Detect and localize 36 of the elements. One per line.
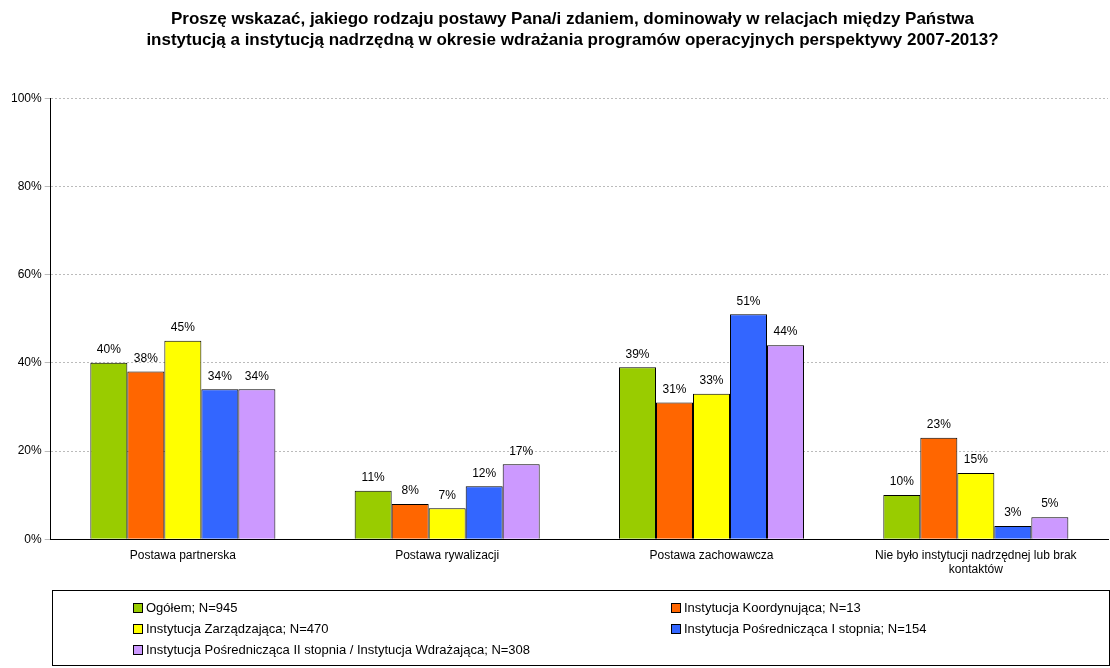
x-tick-label: Nie było instytucji nadrzędnej lub brak kontaktów xyxy=(875,547,1078,577)
data-label: 33% xyxy=(699,372,724,387)
data-label: 5% xyxy=(1041,496,1059,511)
data-label: 51% xyxy=(736,293,761,308)
data-label: 17% xyxy=(509,443,534,458)
x-tick-label: Postawa partnerska xyxy=(129,547,237,562)
y-tick-label: 100% xyxy=(10,90,43,105)
data-label: 38% xyxy=(133,350,159,365)
x-tick-label: Postawa rywalizacji xyxy=(395,547,500,562)
data-label: 7% xyxy=(438,487,457,502)
legend-label: Ogółem; N=945 xyxy=(146,599,238,617)
y-tick-label: 60% xyxy=(17,266,43,281)
data-label: 15% xyxy=(963,452,989,467)
y-tick-label: 0% xyxy=(24,531,43,546)
data-label: 40% xyxy=(96,342,122,357)
x-tick-label: Postawa zachowawcza xyxy=(649,547,774,562)
y-tick-label: 80% xyxy=(17,178,43,193)
data-label: 34% xyxy=(244,368,270,383)
data-label: 23% xyxy=(926,417,952,432)
data-label: 34% xyxy=(207,368,233,383)
data-label: 8% xyxy=(401,483,420,498)
legend-label: Instytucja Zarządzająca; N=470 xyxy=(146,620,329,638)
y-tick-label: 40% xyxy=(17,355,43,370)
legend-label: Instytucja Pośrednicząca II stopnia / Instytucja Wdrażająca; N=308 xyxy=(146,641,531,659)
y-tick-label: 20% xyxy=(17,443,43,458)
data-label: 39% xyxy=(625,346,650,361)
data-label: 45% xyxy=(170,320,196,335)
data-label: 10% xyxy=(889,474,915,489)
data-label: 31% xyxy=(662,381,687,396)
data-label: 11% xyxy=(361,470,386,484)
data-label: 44% xyxy=(773,324,798,339)
data-label: 12% xyxy=(472,465,497,480)
legend-label: Instytucja Pośrednicząca I stopnia; N=154 xyxy=(684,620,927,638)
chart-title: Proszę wskazać, jakiego rodzaju postawy Pana/i zdaniem, dominowały w relacjach między Państwa instytucją a instytucją nadrzędną w okresie wdrażania programów operacyjnych perspektywy 2007-2013? xyxy=(145,8,1000,50)
legend-label: Instytucja Koordynująca; N=13 xyxy=(684,599,861,617)
data-label: 3% xyxy=(1004,505,1022,520)
